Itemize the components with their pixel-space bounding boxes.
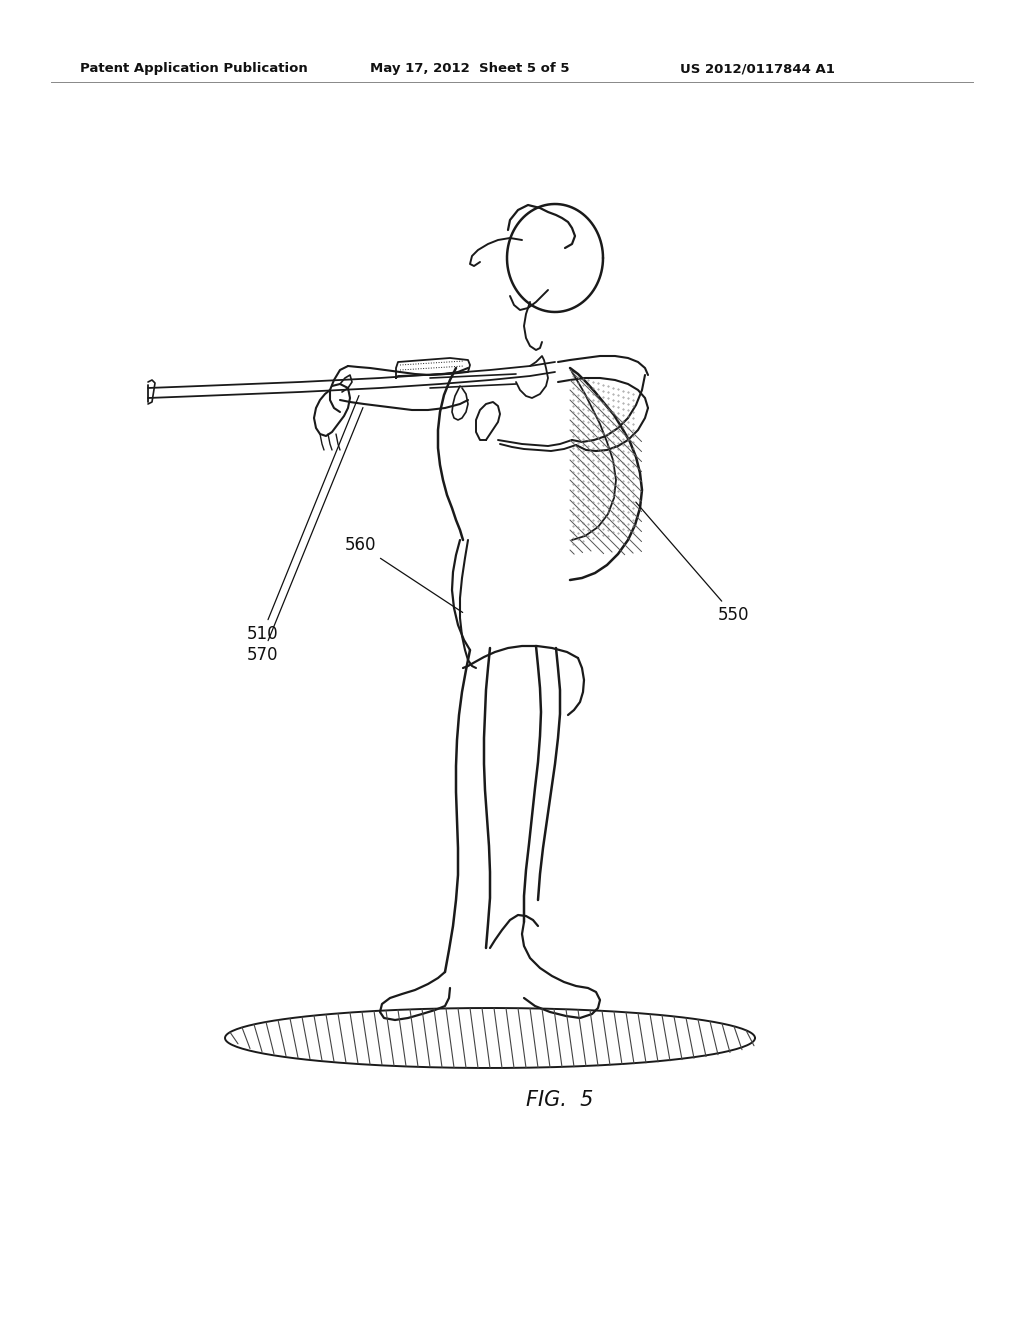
Text: May 17, 2012  Sheet 5 of 5: May 17, 2012 Sheet 5 of 5 bbox=[370, 62, 569, 75]
Text: 550: 550 bbox=[636, 502, 750, 624]
Text: FIG.  5: FIG. 5 bbox=[526, 1090, 594, 1110]
Text: US 2012/0117844 A1: US 2012/0117844 A1 bbox=[680, 62, 835, 75]
Text: 570: 570 bbox=[247, 408, 362, 664]
Text: 510: 510 bbox=[247, 396, 359, 643]
Text: 560: 560 bbox=[344, 536, 463, 612]
Text: Patent Application Publication: Patent Application Publication bbox=[80, 62, 308, 75]
